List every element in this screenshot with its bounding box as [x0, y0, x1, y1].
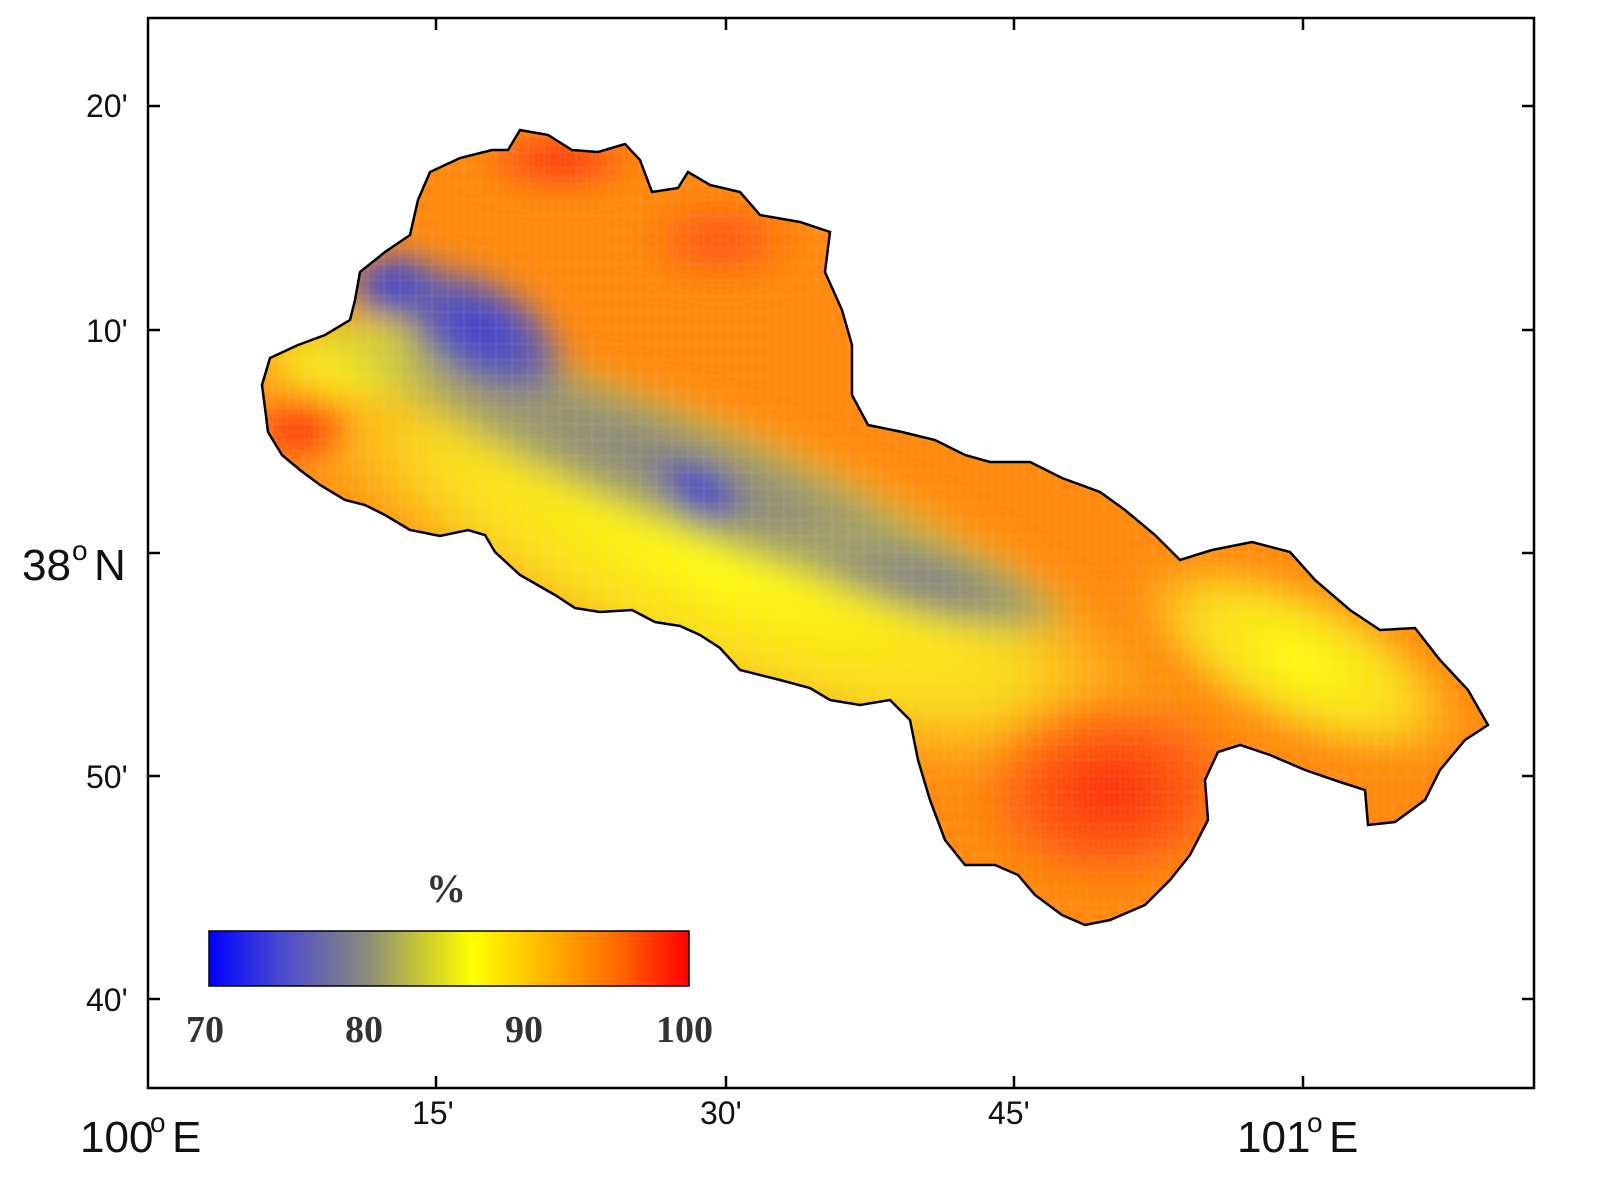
- lon-label-100-degree: o: [150, 1107, 166, 1138]
- lon-label-101-number: 101: [1237, 1113, 1310, 1162]
- lat-label-38-hemisphere: N: [94, 541, 126, 590]
- lat-label-10: 10': [86, 313, 128, 349]
- colorbar-title: %: [426, 866, 466, 911]
- colorbar: [208, 930, 690, 987]
- colorbar-tick-80: 80: [345, 1009, 383, 1051]
- lon-label-101-hemisphere: E: [1329, 1113, 1358, 1162]
- lon-label-100-number: 100: [80, 1113, 153, 1162]
- lat-ticks: [148, 104, 1534, 1001]
- colorbar-tick-90: 90: [505, 1009, 543, 1051]
- lat-label-40: 40': [86, 982, 128, 1018]
- lon-label-101-degree: o: [1307, 1107, 1323, 1138]
- lon-label-45: 45': [988, 1095, 1030, 1131]
- colorbar-tick-100: 100: [656, 1009, 713, 1051]
- lon-label-100-hemisphere: E: [172, 1113, 201, 1162]
- lat-label-50: 50': [86, 759, 128, 795]
- colorbar-legend: % 70 80 90 100: [186, 866, 713, 1051]
- lat-label-38-number: 38: [22, 541, 71, 590]
- lon-ticks: [434, 18, 1305, 1088]
- colorbar-tick-70: 70: [186, 1009, 224, 1051]
- lat-label-38-degree: o: [72, 535, 88, 566]
- lon-label-30: 30': [700, 1095, 742, 1131]
- lon-label-15: 15': [412, 1095, 454, 1131]
- lat-label-20: 20': [86, 88, 128, 124]
